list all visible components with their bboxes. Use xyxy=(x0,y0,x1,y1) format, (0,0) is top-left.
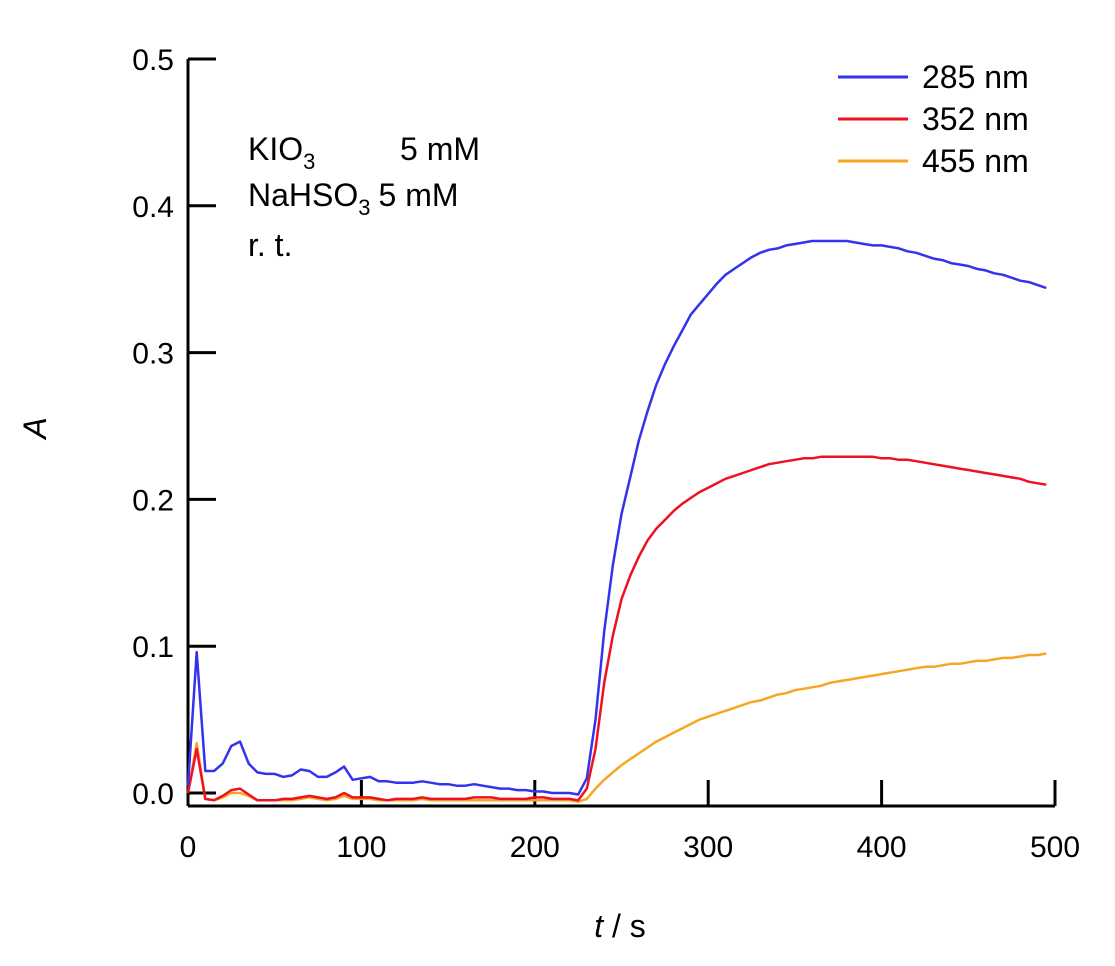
legend-label: 285 nm xyxy=(922,59,1029,95)
annotation-line-3: r. t. xyxy=(248,227,292,263)
y-tick-label: 0.3 xyxy=(132,338,174,371)
x-tick-label: 400 xyxy=(857,831,907,864)
axes: 0.0 0.1 0.2 0.3 0.4 0.5 0 100 200 300 400 500 xyxy=(132,44,1080,864)
x-tick-label: 200 xyxy=(510,831,560,864)
y-tick-label: 0.4 xyxy=(132,191,174,224)
annotation-line-1: KIO3 xyxy=(248,131,315,174)
series-line xyxy=(186,455,1047,802)
x-tick-label: 0 xyxy=(180,831,197,864)
legend-label: 455 nm xyxy=(922,143,1029,179)
y-tick-label: 0.0 xyxy=(132,778,174,811)
series-line xyxy=(186,652,1047,804)
series-line xyxy=(186,239,1047,796)
x-tick-label: 300 xyxy=(683,831,733,864)
annotation: KIO3 5 mM NaHSO3 5 mM r. t. xyxy=(248,131,480,263)
annotation-line-2: NaHSO3 5 mM xyxy=(248,177,459,220)
series-layer xyxy=(186,239,1047,804)
y-tick-label: 0.2 xyxy=(132,484,174,517)
y-axis-title: A xyxy=(17,417,53,440)
legend: 285 nm 352 nm 455 nm xyxy=(838,59,1029,179)
y-tick-label: 0.1 xyxy=(132,631,174,664)
x-tick-label: 100 xyxy=(336,831,386,864)
x-axis-title: t / s xyxy=(594,908,646,944)
annotation-value-1: 5 mM xyxy=(400,131,480,167)
x-tick-label: 500 xyxy=(1030,831,1080,864)
y-tick-label: 0.5 xyxy=(132,44,174,77)
legend-label: 352 nm xyxy=(922,101,1029,137)
